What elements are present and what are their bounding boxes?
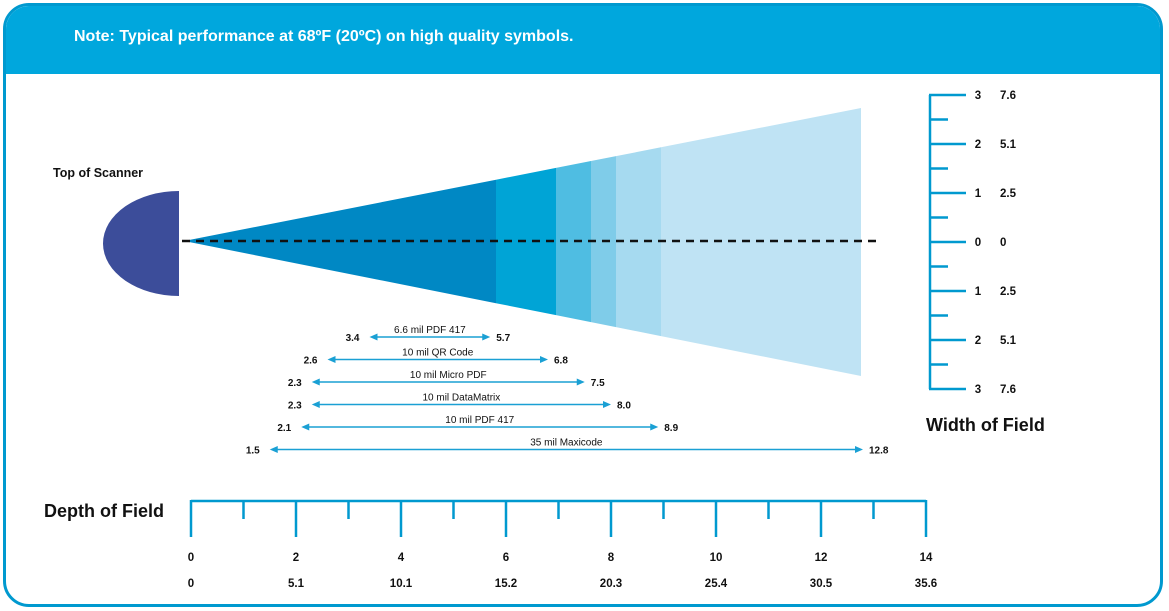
range-symbol-label: 35 mil Maxicode — [530, 438, 603, 449]
arrow-left-icon — [301, 423, 310, 431]
range-near-label: 3.4 — [346, 333, 360, 344]
range-row: 3.4 5.7 6.6 mil PDF 417 — [346, 325, 511, 344]
depth-tick-label-cm: 20.3 — [600, 578, 622, 590]
range-symbol-label: 10 mil QR Code — [402, 348, 474, 359]
depth-of-field-title: Depth of Field — [44, 501, 164, 521]
depth-tick-label-in: 12 — [815, 552, 828, 564]
range-row: 2.3 7.5 10 mil Micro PDF — [288, 370, 605, 389]
arrow-right-icon — [855, 446, 863, 453]
width-of-field-axis: 3 7.6 2 5.1 1 2.5 0 0 1 2.5 2 5.1 3 7.6 — [928, 90, 1017, 396]
scanner-head-icon — [102, 191, 179, 296]
width-tick-label-in: 1 — [975, 188, 982, 200]
header-banner: Note: Typical performance at 68ºF (20ºC)… — [6, 6, 1160, 74]
depth-tick-label-cm: 15.2 — [495, 578, 517, 590]
depth-tick-label-cm: 5.1 — [288, 578, 305, 590]
width-tick-label-cm: 2.5 — [1000, 188, 1017, 200]
depth-tick-label-in: 14 — [920, 552, 933, 564]
depth-tick-label-cm: 30.5 — [810, 578, 833, 590]
range-symbol-label: 10 mil PDF 417 — [445, 415, 514, 426]
arrow-right-icon — [603, 401, 611, 408]
width-tick-label-in: 2 — [975, 335, 981, 347]
range-near-label: 2.3 — [288, 378, 302, 389]
width-tick-label-cm: 7.6 — [1000, 90, 1016, 102]
arrow-right-icon — [540, 356, 548, 363]
range-far-label: 8.0 — [617, 401, 631, 412]
depth-tick-label-in: 4 — [398, 552, 405, 564]
range-symbol-label: 6.6 mil PDF 417 — [394, 325, 466, 336]
depth-tick-label-in: 6 — [503, 552, 509, 564]
width-tick-label-cm: 7.6 — [1000, 384, 1016, 396]
width-tick-label-in: 1 — [975, 286, 982, 298]
range-far-label: 12.8 — [869, 446, 889, 457]
range-row: 1.5 12.8 35 mil Maxicode — [246, 438, 889, 457]
depth-tick-label-cm: 0 — [188, 578, 194, 590]
depth-tick-label-cm: 25.4 — [705, 578, 728, 590]
scan-range-diagram: Top of Scanner 3.4 5.7 6.6 mil PDF 417 2.6 6… — [44, 90, 1045, 590]
range-row: 2.3 8.0 10 mil DataMatrix — [288, 393, 631, 412]
width-tick-label-in: 3 — [975, 90, 981, 102]
width-tick-label-in: 2 — [975, 139, 981, 151]
range-symbol-label: 10 mil Micro PDF — [410, 370, 487, 381]
range-far-label: 8.9 — [664, 423, 678, 434]
range-row: 2.6 6.8 10 mil QR Code — [304, 348, 569, 367]
width-tick-label-cm: 2.5 — [1000, 286, 1017, 298]
depth-tick-label-in: 8 — [608, 552, 615, 564]
beam-zone-5 — [616, 147, 661, 337]
width-tick-label-in: 0 — [975, 237, 981, 249]
scanner-label: Top of Scanner — [53, 166, 143, 180]
range-far-label: 7.5 — [591, 378, 605, 389]
arrow-right-icon — [576, 378, 585, 386]
arrow-left-icon — [327, 356, 336, 363]
width-of-field-title: Width of Field — [926, 415, 1045, 435]
beam-zone-3 — [556, 161, 591, 323]
range-near-label: 2.1 — [277, 423, 291, 434]
arrow-left-icon — [369, 333, 378, 341]
arrow-right-icon — [482, 333, 491, 341]
depth-of-field-axis: 0 2 4 6 8 10 12 14 0 5.1 10.1 15.2 20.3 25.4 30.5 35.6 — [188, 499, 937, 590]
range-far-label: 6.8 — [554, 356, 568, 367]
performance-note: Note: Typical performance at 68ºF (20ºC)… — [74, 28, 574, 45]
range-far-label: 5.7 — [496, 333, 510, 344]
width-tick-label-cm: 5.1 — [1000, 139, 1017, 151]
width-tick-label-cm: 5.1 — [1000, 335, 1017, 347]
depth-tick-label-cm: 35.6 — [915, 578, 937, 590]
range-near-label: 1.5 — [246, 446, 260, 457]
depth-tick-label-in: 0 — [188, 552, 194, 564]
width-tick-label-cm: 0 — [1000, 237, 1006, 249]
depth-tick-label-cm: 10.1 — [390, 578, 413, 590]
symbol-ranges: 3.4 5.7 6.6 mil PDF 417 2.6 6.8 10 mil QR Cod… — [246, 325, 889, 457]
range-near-label: 2.6 — [304, 356, 318, 367]
range-near-label: 2.3 — [288, 401, 302, 412]
arrow-right-icon — [650, 423, 659, 431]
depth-tick-label-in: 10 — [710, 552, 723, 564]
range-row: 2.1 8.9 10 mil PDF 417 — [277, 415, 678, 434]
arrow-left-icon — [311, 401, 320, 408]
width-tick-label-in: 3 — [975, 384, 981, 396]
diagram-frame: Note: Typical performance at 68ºF (20ºC)… — [3, 3, 1163, 607]
arrow-left-icon — [269, 446, 278, 453]
range-symbol-label: 10 mil DataMatrix — [422, 393, 500, 404]
arrow-left-icon — [311, 378, 320, 386]
depth-tick-label-in: 2 — [293, 552, 299, 564]
